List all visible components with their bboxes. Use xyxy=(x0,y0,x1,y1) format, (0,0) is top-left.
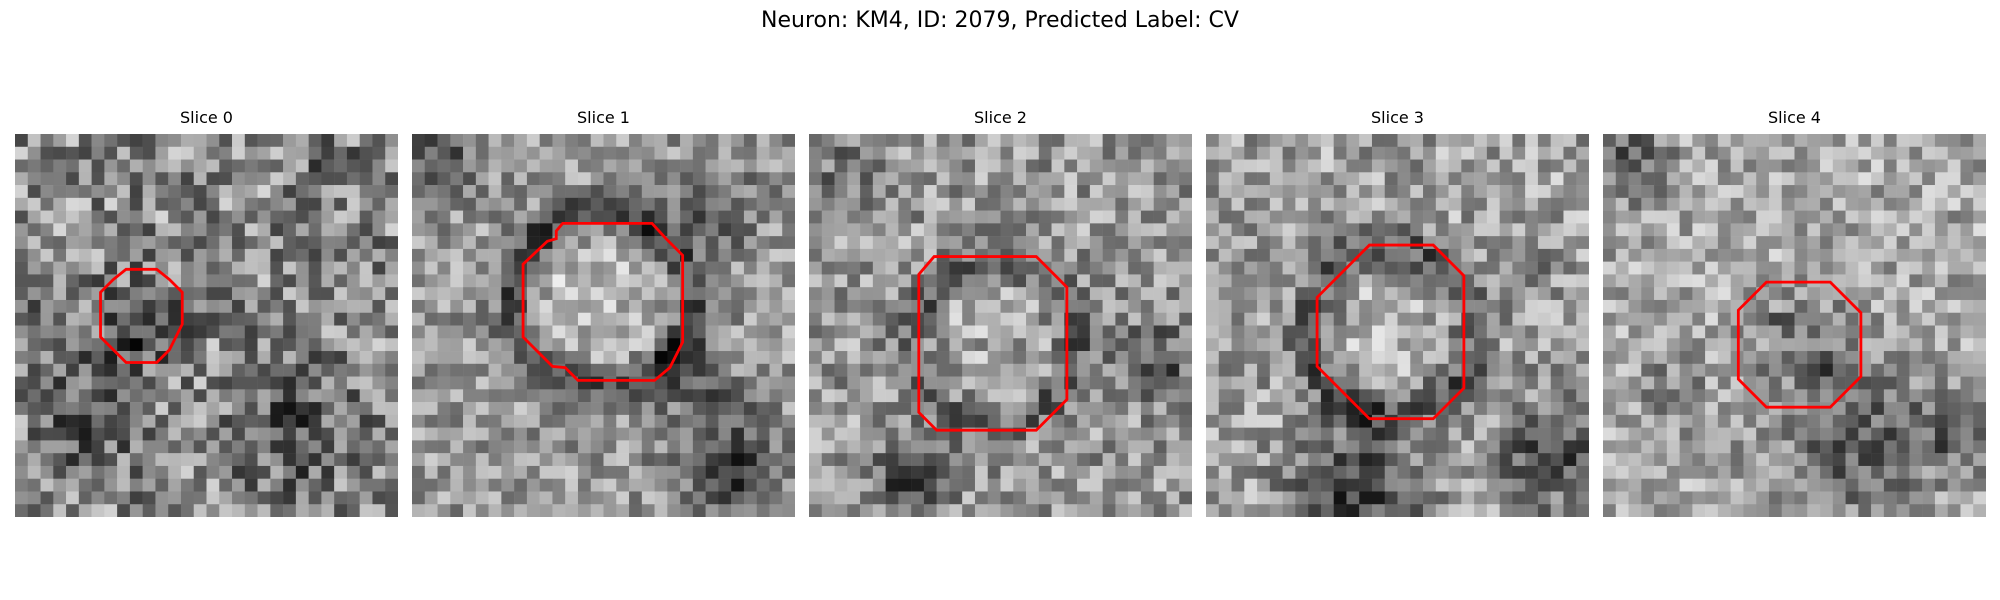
slice-image-1 xyxy=(412,134,795,517)
roi-contour xyxy=(1736,280,1863,409)
slice-image-4 xyxy=(1603,134,1986,517)
slice-title-2: Slice 2 xyxy=(974,108,1027,127)
slice-image-0 xyxy=(15,134,398,517)
slice-title-4: Slice 4 xyxy=(1768,108,1821,127)
slice-title-1: Slice 1 xyxy=(577,108,630,127)
slice-image-2 xyxy=(809,134,1192,517)
grayscale-pixels xyxy=(1603,134,1986,517)
grayscale-pixels xyxy=(15,134,398,517)
figure-title: Neuron: KM4, ID: 2079, Predicted Label: … xyxy=(761,8,1239,33)
slice-image-3 xyxy=(1206,134,1589,517)
grayscale-pixels xyxy=(1206,134,1589,517)
slice-title-0: Slice 0 xyxy=(180,108,233,127)
slice-title-3: Slice 3 xyxy=(1371,108,1424,127)
grayscale-pixels xyxy=(809,134,1192,517)
grayscale-pixels xyxy=(412,134,795,517)
roi-contour xyxy=(917,255,1069,432)
roi-contour xyxy=(1315,243,1466,421)
roi-contour xyxy=(99,267,184,364)
roi-contour xyxy=(521,221,685,382)
